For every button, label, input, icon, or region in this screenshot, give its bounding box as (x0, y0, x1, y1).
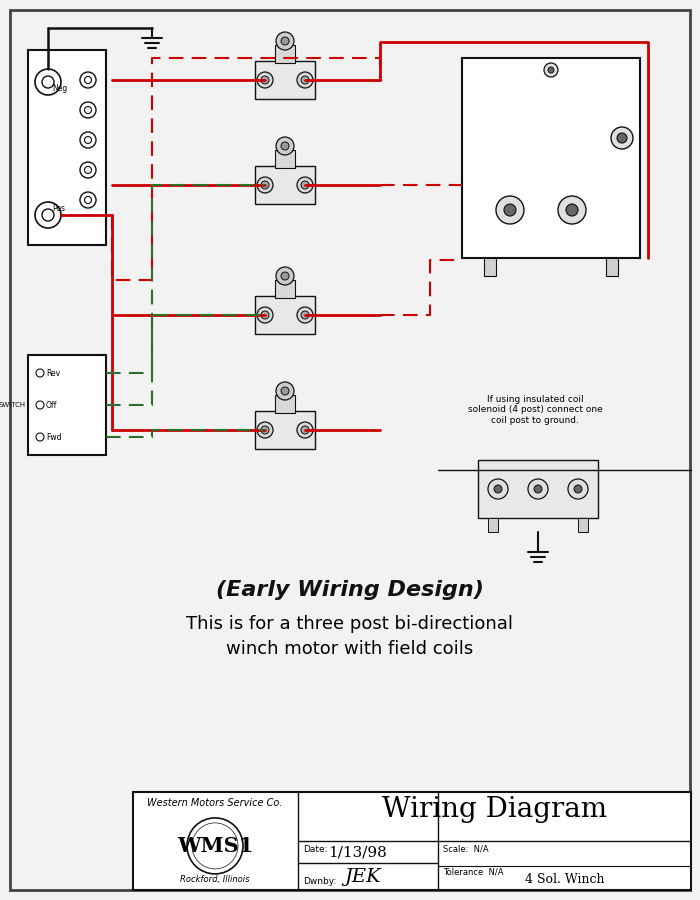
Circle shape (35, 69, 61, 95)
Text: Off: Off (46, 400, 57, 410)
Bar (255, 411, 315, 449)
Circle shape (276, 32, 294, 50)
Circle shape (281, 387, 289, 395)
Circle shape (548, 67, 554, 73)
Circle shape (617, 133, 627, 143)
Circle shape (301, 181, 309, 189)
Text: Western Motors Service Co.: Western Motors Service Co. (147, 798, 283, 808)
Circle shape (36, 369, 44, 377)
Circle shape (534, 485, 542, 493)
Circle shape (80, 162, 96, 178)
Circle shape (297, 72, 313, 88)
Circle shape (276, 267, 294, 285)
Circle shape (42, 76, 54, 88)
Circle shape (301, 426, 309, 434)
Circle shape (36, 401, 44, 409)
Text: (Early Wiring Design): (Early Wiring Design) (216, 580, 484, 600)
Circle shape (192, 823, 238, 868)
Circle shape (85, 137, 92, 143)
Circle shape (80, 72, 96, 88)
Bar (275, 45, 295, 63)
Text: 4 Sol. Winch: 4 Sol. Winch (525, 873, 604, 886)
Text: Date:: Date: (303, 845, 328, 854)
Bar (462, 58, 640, 258)
Circle shape (276, 382, 294, 400)
Circle shape (80, 192, 96, 208)
Bar (275, 150, 295, 168)
Text: winch motor with field coils: winch motor with field coils (226, 640, 474, 658)
Text: SWITCH: SWITCH (0, 402, 26, 408)
Circle shape (85, 196, 92, 203)
Text: Rockford, Illinois: Rockford, Illinois (181, 875, 250, 884)
Text: Neg: Neg (52, 84, 67, 93)
Circle shape (85, 106, 92, 113)
Bar (578, 518, 588, 532)
Circle shape (574, 485, 582, 493)
Text: Wiring Diagram: Wiring Diagram (382, 796, 607, 823)
Bar (488, 518, 498, 532)
Circle shape (301, 311, 309, 319)
Bar (28, 355, 106, 455)
Circle shape (257, 307, 273, 323)
Text: If using insulated coil
solenoid (4 post) connect one
coil post to ground.: If using insulated coil solenoid (4 post… (468, 395, 603, 425)
Circle shape (611, 127, 633, 149)
Circle shape (281, 272, 289, 280)
Circle shape (261, 426, 269, 434)
Circle shape (566, 204, 578, 216)
Circle shape (80, 132, 96, 148)
Circle shape (187, 818, 243, 874)
Bar (255, 61, 315, 99)
Bar (484, 258, 496, 276)
Circle shape (257, 177, 273, 193)
Bar (478, 460, 598, 518)
Circle shape (42, 209, 54, 221)
Circle shape (528, 479, 548, 499)
Circle shape (558, 196, 586, 224)
Bar (28, 50, 106, 245)
Circle shape (257, 72, 273, 88)
Bar (606, 258, 618, 276)
Bar (275, 395, 295, 413)
Circle shape (35, 202, 61, 228)
Circle shape (281, 37, 289, 45)
Circle shape (544, 63, 558, 77)
Circle shape (488, 479, 508, 499)
Circle shape (85, 166, 92, 174)
Text: Tolerance  N/A: Tolerance N/A (443, 868, 503, 877)
Circle shape (504, 204, 516, 216)
Text: Fwd: Fwd (46, 433, 62, 442)
Circle shape (261, 76, 269, 84)
Circle shape (496, 196, 524, 224)
Circle shape (261, 181, 269, 189)
Circle shape (261, 311, 269, 319)
Text: JEK: JEK (344, 868, 382, 886)
Bar (133, 792, 691, 890)
Circle shape (281, 142, 289, 150)
Circle shape (297, 177, 313, 193)
Circle shape (568, 479, 588, 499)
Circle shape (297, 307, 313, 323)
Bar (255, 166, 315, 204)
Text: Pos: Pos (52, 204, 65, 213)
Circle shape (494, 485, 502, 493)
Bar (255, 296, 315, 334)
Text: Scale:  N/A: Scale: N/A (443, 845, 489, 854)
Circle shape (276, 137, 294, 155)
Circle shape (301, 76, 309, 84)
Circle shape (80, 102, 96, 118)
Bar (275, 280, 295, 298)
Circle shape (257, 422, 273, 438)
Text: Dwnby:: Dwnby: (303, 877, 337, 886)
Circle shape (36, 433, 44, 441)
Text: This is for a three post bi-directional: This is for a three post bi-directional (186, 615, 514, 633)
Text: WMS1: WMS1 (177, 836, 253, 856)
Text: Rev: Rev (46, 368, 60, 377)
Circle shape (85, 76, 92, 84)
Circle shape (297, 422, 313, 438)
Text: 1/13/98: 1/13/98 (328, 845, 387, 859)
